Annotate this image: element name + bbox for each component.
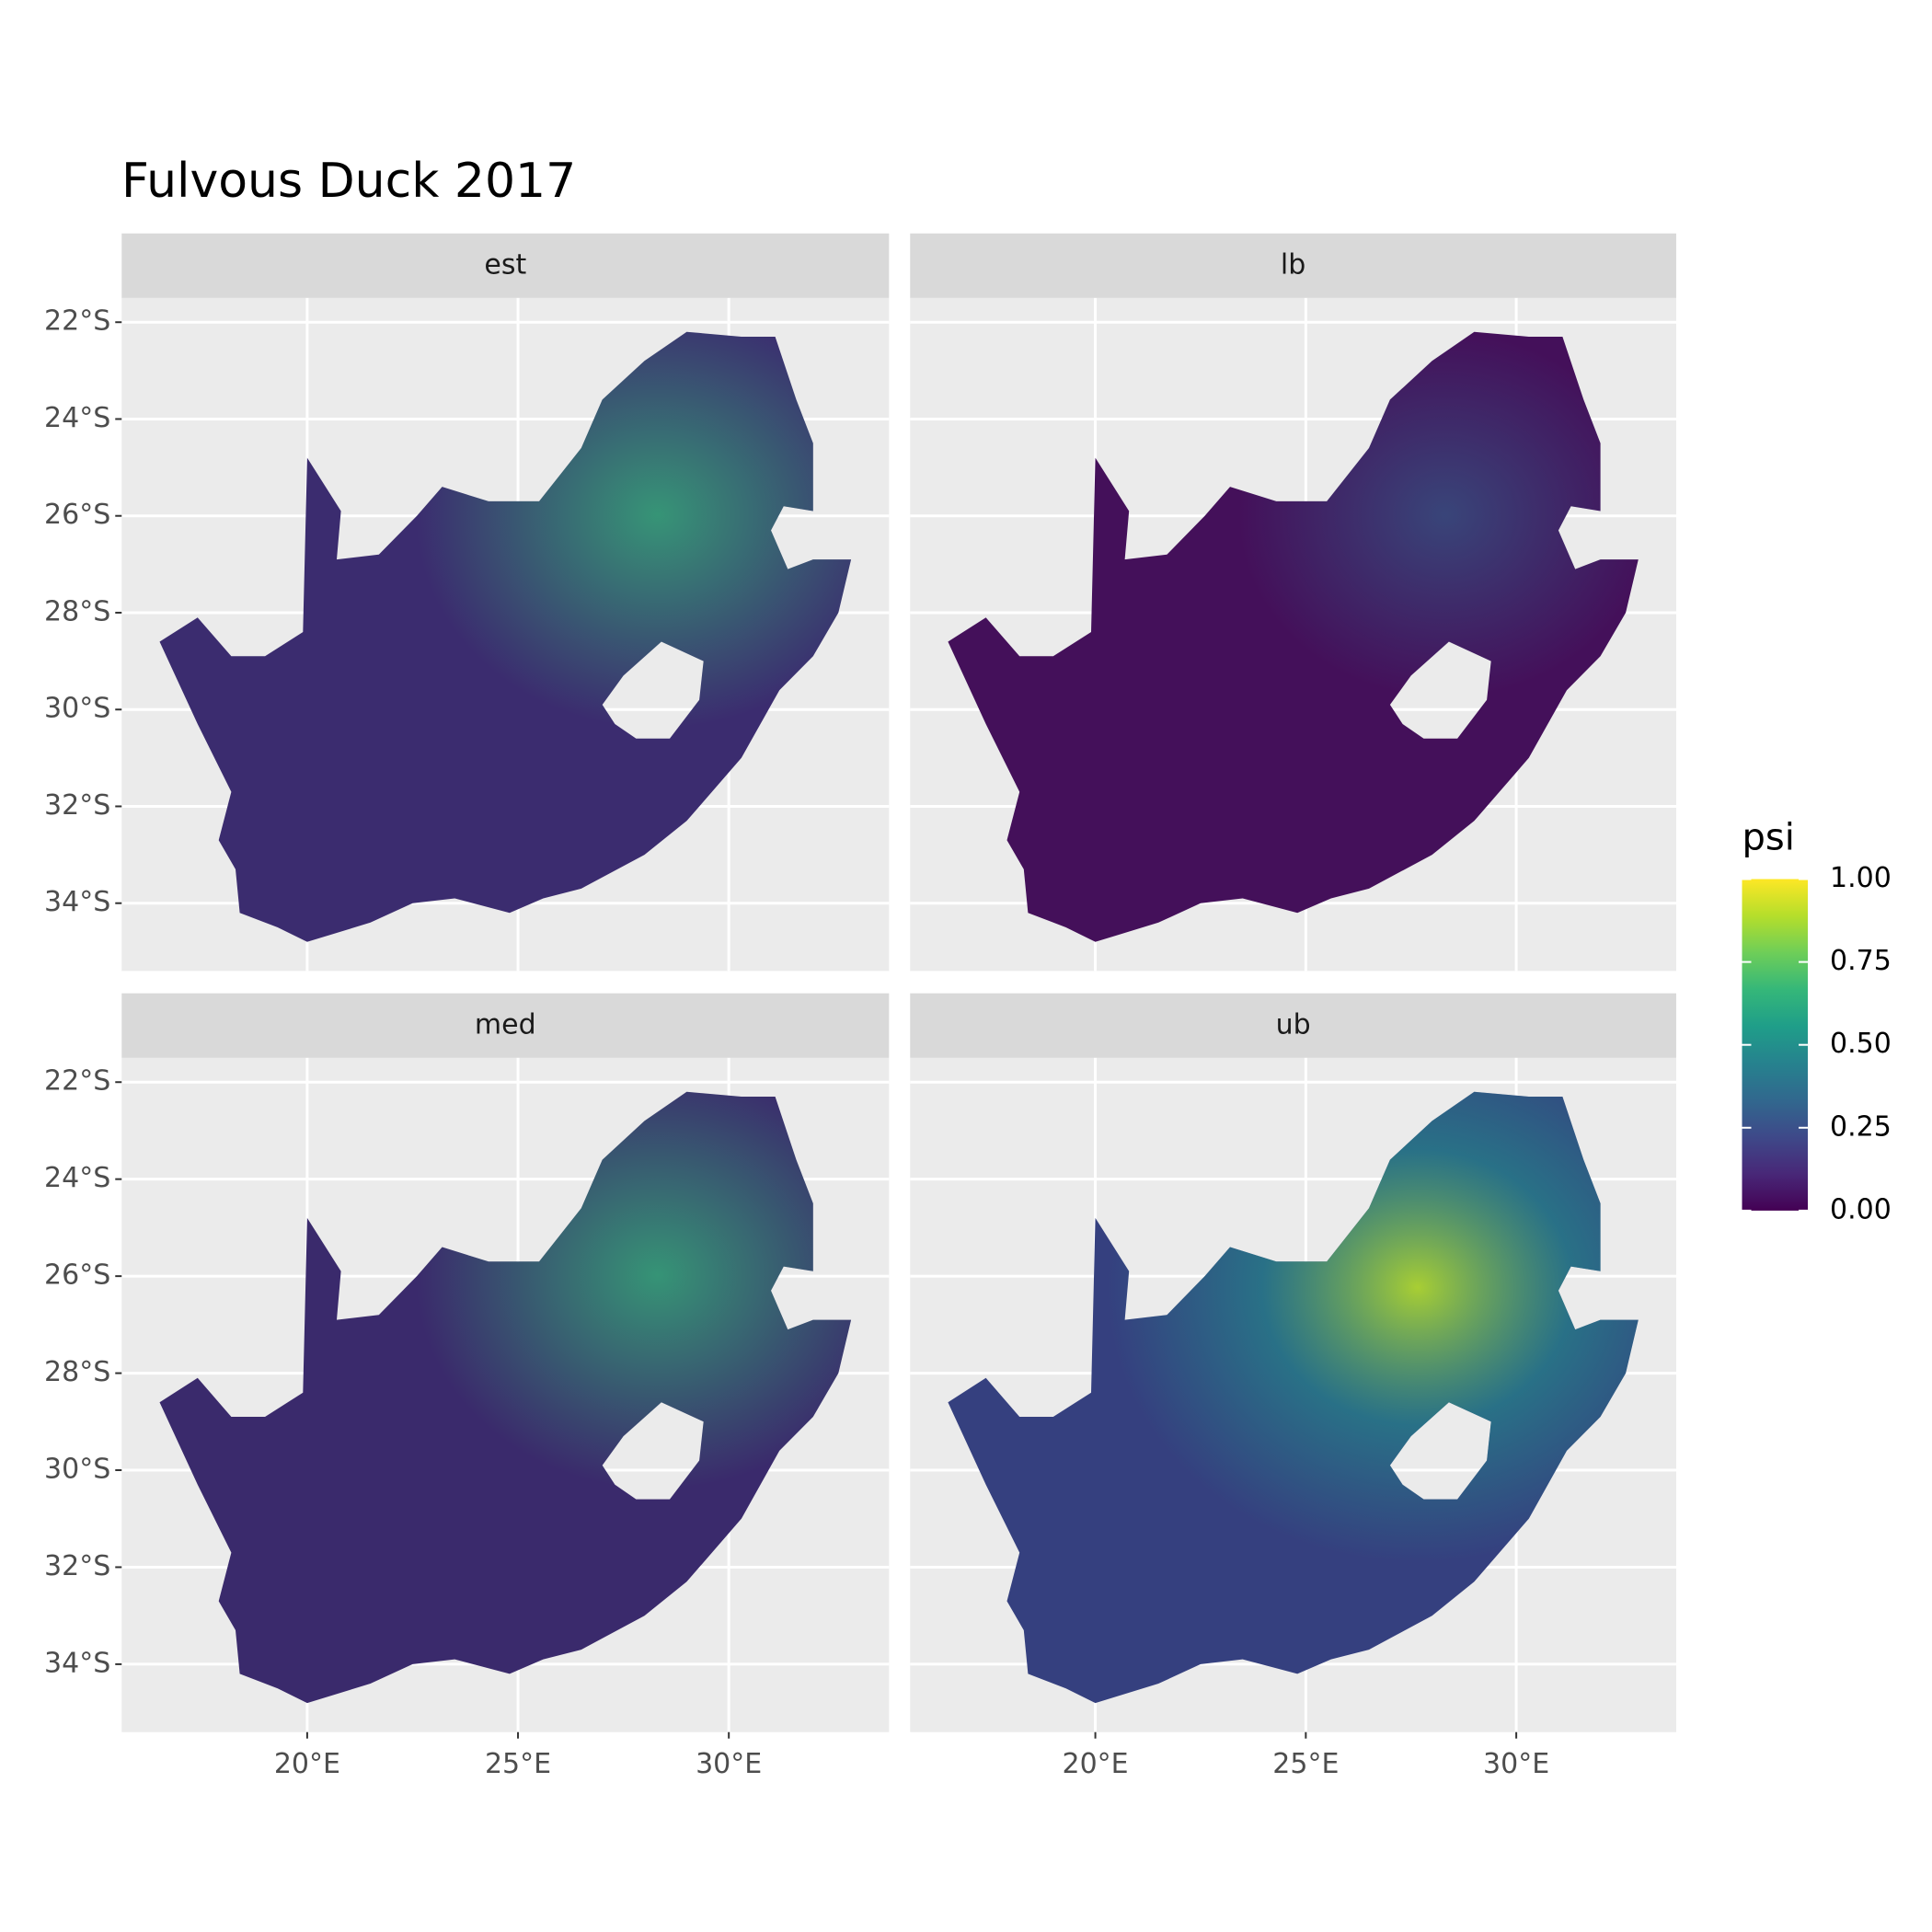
y-tick-label: 22°S [44,305,110,338]
strip [910,233,1676,298]
y-tick-label: 26°S [44,1259,110,1292]
map-highlight [159,1091,852,1704]
map-highlight [159,331,852,942]
legend-tick-label: 0.75 [1830,945,1892,977]
y-tick-label: 28°S [44,595,110,627]
y-tick-label: 30°S [44,1454,110,1486]
y-tick-label: 30°S [44,693,110,725]
y-tick-label: 26°S [44,499,110,531]
map-highlight [948,331,1639,942]
y-tick-label: 28°S [44,1356,110,1388]
y-tick-label: 24°S [44,402,110,434]
legend-tick-label: 1.00 [1830,862,1892,894]
legend-tick-label: 0.50 [1830,1028,1892,1060]
x-tick-label: 20°E [274,1748,340,1780]
x-tick-label: 30°E [1483,1748,1549,1780]
y-tick-label: 32°S [44,1550,110,1582]
strip [910,993,1676,1058]
y-tick-label: 34°S [44,1647,110,1679]
x-tick-label: 25°E [1272,1748,1339,1780]
chart-title: Fulvous Duck 2017 [121,154,576,209]
colorbar [1742,879,1809,1211]
y-tick-label: 32°S [44,789,110,822]
y-tick-label: 24°S [44,1162,110,1194]
legend-title: psi [1742,816,1795,858]
legend-tick-label: 0.00 [1830,1193,1892,1225]
x-tick-label: 25°E [485,1748,551,1780]
strip-label: est [484,248,526,281]
strip [121,233,890,298]
y-tick-label: 22°S [44,1065,110,1098]
legend-tick-label: 0.25 [1830,1110,1892,1143]
x-tick-label: 20°E [1063,1748,1129,1780]
y-tick-label: 34°S [44,886,110,918]
strip-label: med [475,1008,536,1041]
strip-label: lb [1281,248,1305,281]
map-highlight [948,1091,1639,1704]
strip-label: ub [1276,1008,1311,1041]
strip [121,993,890,1058]
x-tick-label: 30°E [696,1748,762,1780]
